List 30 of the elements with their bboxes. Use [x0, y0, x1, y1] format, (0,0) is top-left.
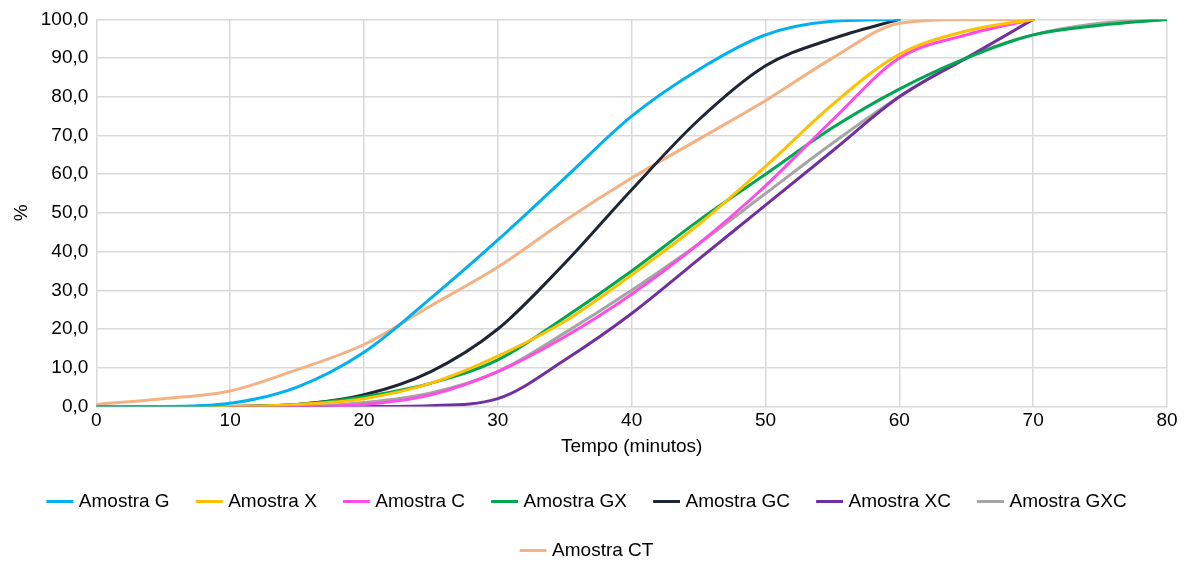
legend-label: Amostra GC: [685, 489, 791, 511]
x-tick-label: 0: [91, 409, 102, 431]
y-axis-title: %: [9, 204, 31, 222]
x-tick-label: 20: [353, 409, 375, 431]
legend-label: Amostra X: [228, 489, 318, 511]
x-tick-label: 10: [219, 409, 241, 431]
legend-label: Amostra G: [78, 489, 170, 511]
legend-label: Amostra XC: [848, 489, 951, 511]
y-tick-label: 90,0: [51, 46, 89, 68]
legend-label: Amostra CT: [552, 538, 654, 560]
x-tick-label: 50: [754, 409, 777, 431]
x-tick-label: 70: [1022, 409, 1044, 431]
y-tick-label: 40,0: [51, 239, 89, 261]
y-tick-label: 0,0: [61, 394, 89, 416]
y-tick-label: 10,0: [51, 355, 89, 377]
legend-label: Amostra C: [375, 489, 466, 511]
legend-label: Amostra GX: [523, 489, 628, 511]
legend-label: Amostra GXC: [1009, 489, 1127, 511]
y-tick-label: 30,0: [51, 278, 89, 300]
x-tick-label: 30: [487, 409, 509, 431]
x-axis-title: Tempo (minutos): [560, 434, 703, 456]
y-tick-label: 50,0: [51, 201, 89, 223]
y-tick-label: 100,0: [40, 7, 89, 29]
y-tick-label: 60,0: [51, 162, 89, 184]
x-tick-label: 60: [888, 409, 910, 431]
y-tick-label: 80,0: [51, 85, 89, 107]
x-tick-label: 80: [1156, 409, 1178, 431]
y-tick-label: 70,0: [51, 123, 89, 145]
x-tick-label: 40: [621, 409, 643, 431]
y-tick-label: 20,0: [51, 317, 89, 339]
